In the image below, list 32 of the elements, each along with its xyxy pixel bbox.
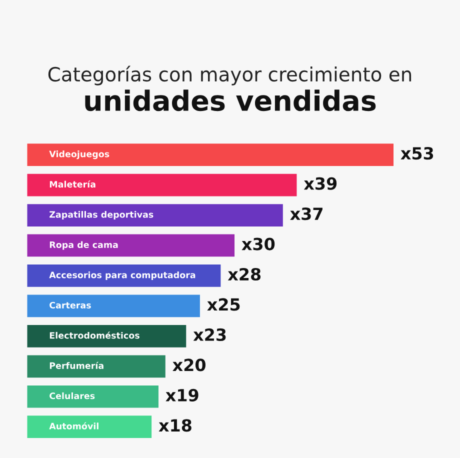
bar [27, 144, 394, 166]
y-tick-label: Celulares [50, 392, 95, 400]
y-tick-label: Ropa de cama [50, 241, 118, 250]
bar [27, 174, 297, 196]
chart-subtitle: unidades vendidas [85, 90, 376, 112]
data-label: x30 [242, 238, 275, 250]
y-tick-label: Perfumería [50, 362, 104, 369]
y-tick-label: Automóvil [49, 422, 98, 430]
chart-title: Categorías con mayor crecimiento en [48, 66, 412, 86]
bar [27, 324, 186, 348]
data-label: x39 [304, 177, 337, 190]
data-label: x19 [166, 388, 198, 402]
data-label: x37 [290, 207, 322, 220]
bar [27, 264, 221, 287]
bar [27, 355, 166, 378]
bar [27, 416, 152, 438]
data-label: x18 [158, 419, 192, 432]
data-label: x53 [400, 147, 434, 160]
y-tick-label: Zapatillas deportivas [50, 211, 154, 220]
bar [27, 204, 283, 226]
y-tick-label: Videojuegos [49, 150, 110, 160]
data-label: x20 [172, 358, 206, 372]
y-tick-label: Carteras [50, 302, 91, 308]
data-label: x25 [207, 298, 240, 311]
y-tick-label: Accesorios para computadora [49, 271, 196, 280]
data-label: x23 [193, 328, 226, 342]
bar [27, 294, 200, 318]
bar [27, 234, 235, 257]
y-tick-label: Electrodomésticos [50, 332, 140, 339]
data-label: x28 [228, 268, 261, 281]
y-tick-label: Maletería [50, 180, 96, 188]
bar [27, 385, 158, 408]
